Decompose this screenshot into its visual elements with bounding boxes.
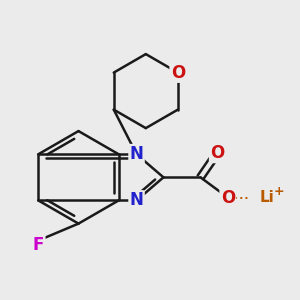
Text: Li: Li xyxy=(260,190,274,205)
Text: O: O xyxy=(221,188,235,206)
Text: +: + xyxy=(273,185,284,198)
Text: N: N xyxy=(130,145,143,163)
Text: O: O xyxy=(210,144,224,162)
Text: N: N xyxy=(130,191,143,209)
Text: F: F xyxy=(33,236,44,254)
Text: O: O xyxy=(171,64,185,82)
